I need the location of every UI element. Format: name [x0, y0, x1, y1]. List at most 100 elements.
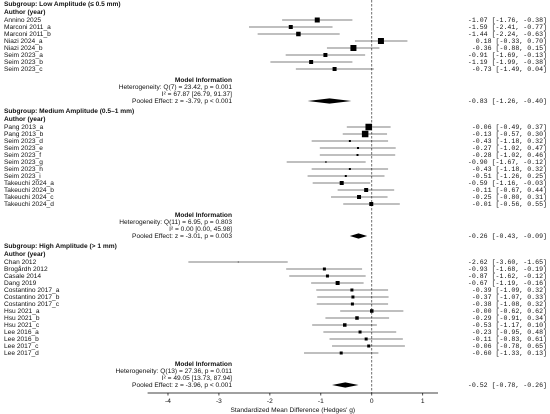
study-ci-label: -0.11 [-0.83, 0.61] [472, 336, 547, 343]
study-square [339, 181, 344, 185]
study-square [344, 175, 347, 177]
study-name: Lee 2017_d [4, 350, 39, 357]
x-tick-label: -1 [318, 398, 324, 405]
study-name: Seim 2023_d [4, 138, 43, 145]
study-square [335, 281, 340, 285]
study-square [343, 323, 347, 327]
subgroup-title: Subgroup: High Amplitude (> 1 mm) [4, 243, 117, 250]
model-heading: Model Information [175, 212, 232, 219]
study-name: Takeuchi 2024_c [4, 194, 54, 201]
study-ci-label: -0.51 [-1.26, 0.25] [472, 173, 547, 180]
study-ci-label: -0.60 [-1.33, 0.13] [472, 350, 547, 357]
study-square [361, 130, 369, 138]
study-ci-label: -0.38 [-1.08, 0.32] [472, 301, 547, 308]
study-name: Lee 2017_c [4, 343, 39, 350]
pooled-effect: Pooled Effect: z = -3.01, p = 0.003 [132, 233, 232, 240]
study-ci-label: 0.18 [-0.33, 0.70] [476, 38, 547, 45]
study-name: Costantino 2017_b [4, 294, 60, 301]
study-square [364, 188, 369, 192]
study-name: Costantino 2017_c [4, 301, 60, 308]
study-ci-label: -0.87 [-1.62, -0.12] [468, 273, 547, 280]
study-ci-label: -1.19 [-1.99, -0.38] [468, 59, 547, 66]
study-name: Niazi 2024_b [4, 45, 43, 52]
x-tick-label: -3 [216, 398, 222, 405]
pooled-effect: Pooled Effect: z = -3.96, p < 0.001 [132, 382, 232, 389]
model-heading: Model Information [175, 77, 232, 84]
study-name: Brogårdh 2012 [4, 265, 48, 273]
study-name: Seim 2023_h [4, 166, 43, 173]
study-name: Pang 2013_a [4, 124, 44, 131]
study-ci-label: -0.43 [-1.18, 0.32] [472, 166, 547, 173]
study-square [339, 351, 343, 355]
study-ci-label: -1.07 [-1.76, -0.38] [468, 17, 547, 24]
study-name: Annino 2025 [4, 17, 41, 24]
study-square [367, 344, 371, 348]
study-name: Takeuchi 2024_a [4, 180, 54, 187]
study-square [370, 309, 374, 313]
pooled-ci-label: -0.52 [-0.78, -0.26] [468, 382, 547, 389]
i-squared: I² = 0.00 [0.00, 45.98] [169, 226, 232, 233]
study-name: Takeuchi 2024_d [4, 201, 54, 208]
study-square [309, 60, 314, 64]
study-ci-label: -0.23 [-0.95, 0.48] [472, 329, 547, 336]
i-squared: I² = 49.05 [13.73, 87.94] [162, 375, 232, 382]
study-ci-label: -0.29 [-0.91, 0.34] [472, 315, 547, 322]
model-heading: Model Information [175, 361, 232, 368]
study-ci-label: -0.93 [-1.68, -0.19] [468, 266, 547, 273]
study-name: Seim 2023_f [4, 152, 41, 159]
pooled-effect: Pooled Effect: z = -3.79, p < 0.001 [132, 98, 232, 105]
study-square [314, 17, 320, 23]
study-square [351, 295, 355, 299]
study-name: Marconi 2011_a [4, 24, 51, 31]
study-square [356, 154, 359, 156]
study-name: Seim 2023_b [4, 59, 43, 66]
study-square [296, 31, 301, 37]
x-tick-label: 1 [421, 398, 425, 405]
study-ci-label: -2.62 [-3.60, -1.65] [468, 259, 547, 266]
study-ci-label: -0.13 [-0.57, 0.30] [472, 131, 547, 138]
study-ci-label: -0.28 [-1.02, 0.46] [472, 152, 547, 159]
study-square [358, 330, 362, 334]
study-square [365, 123, 372, 131]
study-ci-label: -0.53 [-1.17, 0.10] [472, 322, 547, 329]
study-square [357, 147, 360, 149]
subgroup-title: Subgroup: Medium Amplitude (0.5–1 mm) [4, 108, 134, 115]
study-ci-label: -0.01 [-0.56, 0.55] [472, 201, 547, 208]
column-header: Author (year) [4, 116, 45, 123]
study-ci-label: -0.91 [-1.69, -0.13] [468, 52, 547, 59]
heterogeneity: Heterogeneity: Q(7) = 23.42, p = 0.001 [119, 84, 233, 91]
study-name: Hsu 2021_c [4, 322, 40, 329]
study-name: Costantino 2017_a [4, 287, 60, 294]
study-name: Seim 2023_a [4, 52, 43, 59]
study-name: Seim 2023_g [4, 159, 43, 166]
study-square [288, 25, 293, 29]
study-square [348, 168, 351, 170]
study-name: Hsu 2021_b [4, 315, 40, 322]
study-square [322, 267, 326, 271]
study-ci-label: -0.11 [-0.67, 0.44] [472, 187, 547, 194]
study-ci-label: -0.25 [-0.80, 0.31] [472, 194, 547, 201]
study-name: Dang 2019 [4, 280, 37, 287]
pooled-diamond [332, 382, 359, 388]
study-name: Lee 2016_a [4, 329, 39, 336]
heterogeneity: Heterogeneity: Q(13) = 27.36, p = 0.011 [116, 368, 233, 375]
study-ci-label: -0.73 [-1.49, 0.04] [472, 66, 547, 73]
x-tick-label: 0 [370, 398, 374, 405]
x-axis-label: Standardized Mean Difference (Hedges' g) [230, 407, 355, 414]
study-ci-label: -1.59 [-2.41, -0.77] [468, 24, 547, 31]
study-square [237, 261, 239, 263]
x-tick-label: -2 [267, 398, 273, 405]
study-square [323, 53, 328, 57]
study-name: Hsu 2021_a [4, 308, 40, 315]
study-ci-label: -0.67 [-1.19, -0.16] [468, 280, 547, 287]
i-squared: I² = 67.87 [26.79, 91.37] [162, 91, 232, 98]
study-square [350, 45, 357, 51]
study-square [350, 302, 354, 306]
pooled-diamond [307, 98, 352, 104]
study-name: Casale 2014 [4, 273, 41, 280]
column-header: Author (year) [4, 9, 45, 16]
study-name: Seim 2023_e [4, 145, 43, 152]
study-square [325, 274, 329, 278]
study-square [332, 67, 337, 71]
study-square [355, 316, 359, 320]
